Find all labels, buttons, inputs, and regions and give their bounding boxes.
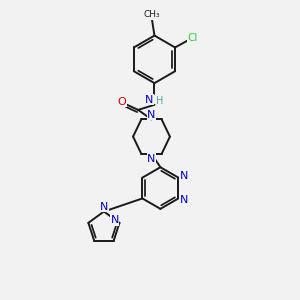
Text: N: N [110, 215, 119, 225]
Text: N: N [100, 202, 109, 212]
Text: N: N [180, 171, 188, 181]
Text: N: N [180, 195, 188, 205]
Text: H: H [156, 96, 164, 106]
Text: O: O [117, 97, 126, 106]
Text: Cl: Cl [188, 33, 198, 43]
Text: N: N [147, 110, 156, 120]
Text: CH₃: CH₃ [144, 10, 160, 19]
Text: N: N [147, 154, 156, 164]
Text: N: N [145, 95, 153, 105]
